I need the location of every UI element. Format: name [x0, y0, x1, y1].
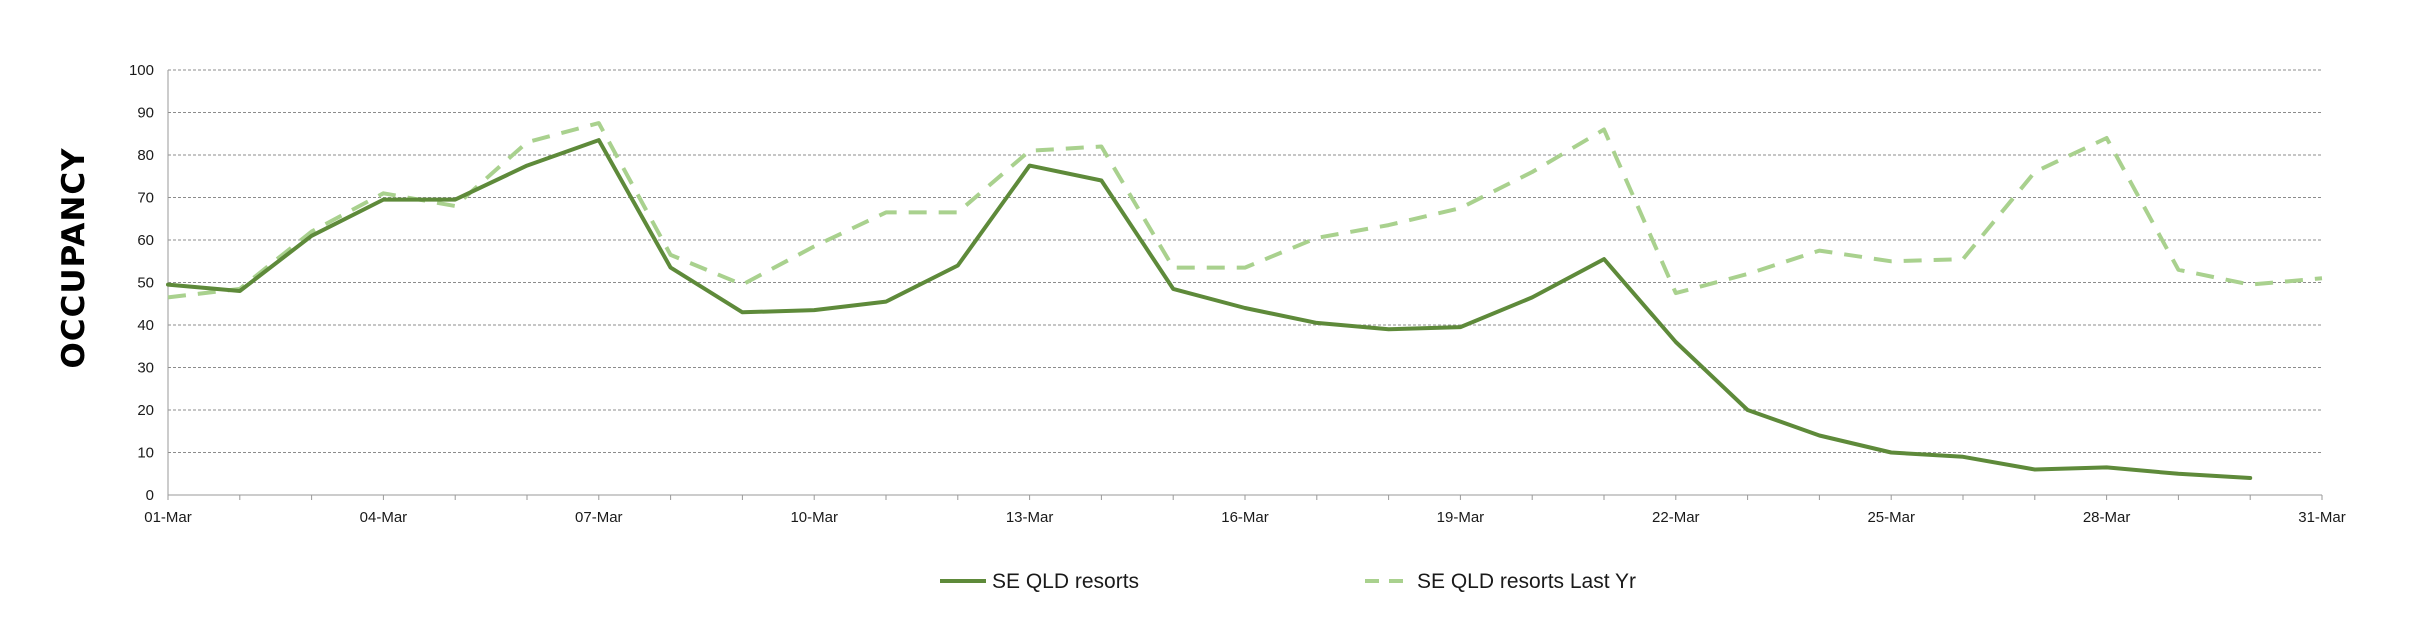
- y-tick-label: 80: [137, 147, 154, 164]
- gridlines: [168, 69, 2322, 453]
- x-tick-label: 22-Mar: [1652, 509, 1700, 526]
- x-tick-label: 13-Mar: [1006, 509, 1054, 526]
- y-axis-ticks: 0 10 20 30 40 50 60 70 80 90 100: [129, 62, 154, 504]
- x-tick-label: 25-Mar: [1867, 509, 1915, 526]
- y-tick-label: 10: [137, 445, 154, 462]
- y-tick-label: 60: [137, 232, 154, 249]
- y-tick-label: 70: [137, 190, 154, 207]
- y-tick-label: 0: [146, 487, 154, 504]
- x-tick-label: 10-Mar: [790, 509, 838, 526]
- y-axis-label: OCCUPANCY: [56, 147, 92, 368]
- series-line: [167, 121, 2323, 300]
- axes: [167, 70, 2323, 500]
- y-tick-label: 50: [137, 275, 154, 292]
- legend-label: SE QLD resorts: [992, 570, 1139, 593]
- legend-label: SE QLD resorts Last Yr: [1417, 570, 1636, 593]
- x-tick-label: 01-Mar: [144, 509, 192, 526]
- y-tick-label: 90: [137, 105, 154, 122]
- x-tick-label: 07-Mar: [575, 509, 623, 526]
- x-tick-label: 04-Mar: [360, 509, 408, 526]
- x-axis-ticks: 01-Mar 04-Mar 07-Mar 10-Mar 13-Mar 16-Mar 19-M…: [144, 509, 2346, 526]
- y-tick-label: 30: [137, 360, 154, 377]
- y-tick-label: 100: [129, 62, 154, 79]
- x-tick-label: 28-Mar: [2083, 509, 2131, 526]
- series-line: [166, 138, 2253, 480]
- y-tick-label: 40: [137, 317, 154, 334]
- series-lines: [166, 121, 2323, 480]
- x-tick-label: 31-Mar: [2298, 509, 2346, 526]
- legend: SE QLD resorts SE QLD resorts Last Yr: [940, 570, 1636, 593]
- x-tick-label: 19-Mar: [1437, 509, 1485, 526]
- y-tick-label: 20: [137, 402, 154, 419]
- x-tick-label: 16-Mar: [1221, 509, 1269, 526]
